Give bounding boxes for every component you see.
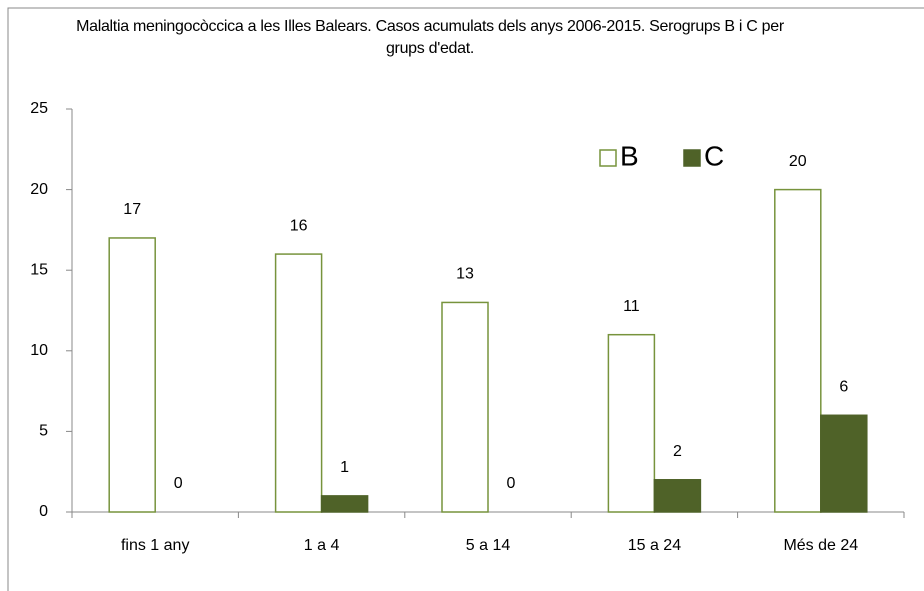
x-tick-label: 15 a 24 (628, 537, 681, 554)
x-tick-label: 5 a 14 (466, 537, 511, 554)
value-label: 6 (839, 378, 848, 395)
chart-title: Malaltia meningocòccica a les Illes Bale… (76, 18, 784, 57)
value-label: 11 (623, 298, 640, 315)
y-tick-label: 5 (39, 423, 48, 440)
chart-frame (7, 7, 924, 591)
value-label: 17 (123, 201, 141, 218)
x-tick-label: 1 a 4 (304, 537, 340, 554)
value-label: 2 (673, 443, 682, 460)
value-label: 0 (507, 475, 516, 492)
legend-swatch (683, 149, 701, 167)
y-tick-label: 0 (39, 503, 48, 520)
y-tick-label: 15 (30, 261, 48, 278)
legend-label: B (620, 140, 639, 171)
value-label: 13 (456, 266, 474, 283)
legend-swatch (599, 149, 617, 167)
bar (653, 479, 702, 513)
bar (320, 495, 369, 513)
legend-label: C (704, 140, 724, 171)
bar (441, 301, 489, 513)
x-tick-label: Més de 24 (783, 537, 858, 554)
value-label: 20 (789, 153, 807, 170)
bar (774, 188, 822, 513)
y-tick-label: 10 (30, 342, 48, 359)
value-label: 1 (340, 459, 349, 476)
bar (274, 253, 323, 513)
x-tick-label: fins 1 any (121, 537, 189, 554)
value-label: 0 (174, 475, 183, 492)
bar (108, 237, 156, 513)
y-tick-label: 20 (30, 181, 48, 198)
bar (820, 414, 868, 513)
bar (607, 333, 656, 513)
y-tick-label: 25 (30, 100, 48, 117)
value-label: 16 (290, 217, 308, 234)
